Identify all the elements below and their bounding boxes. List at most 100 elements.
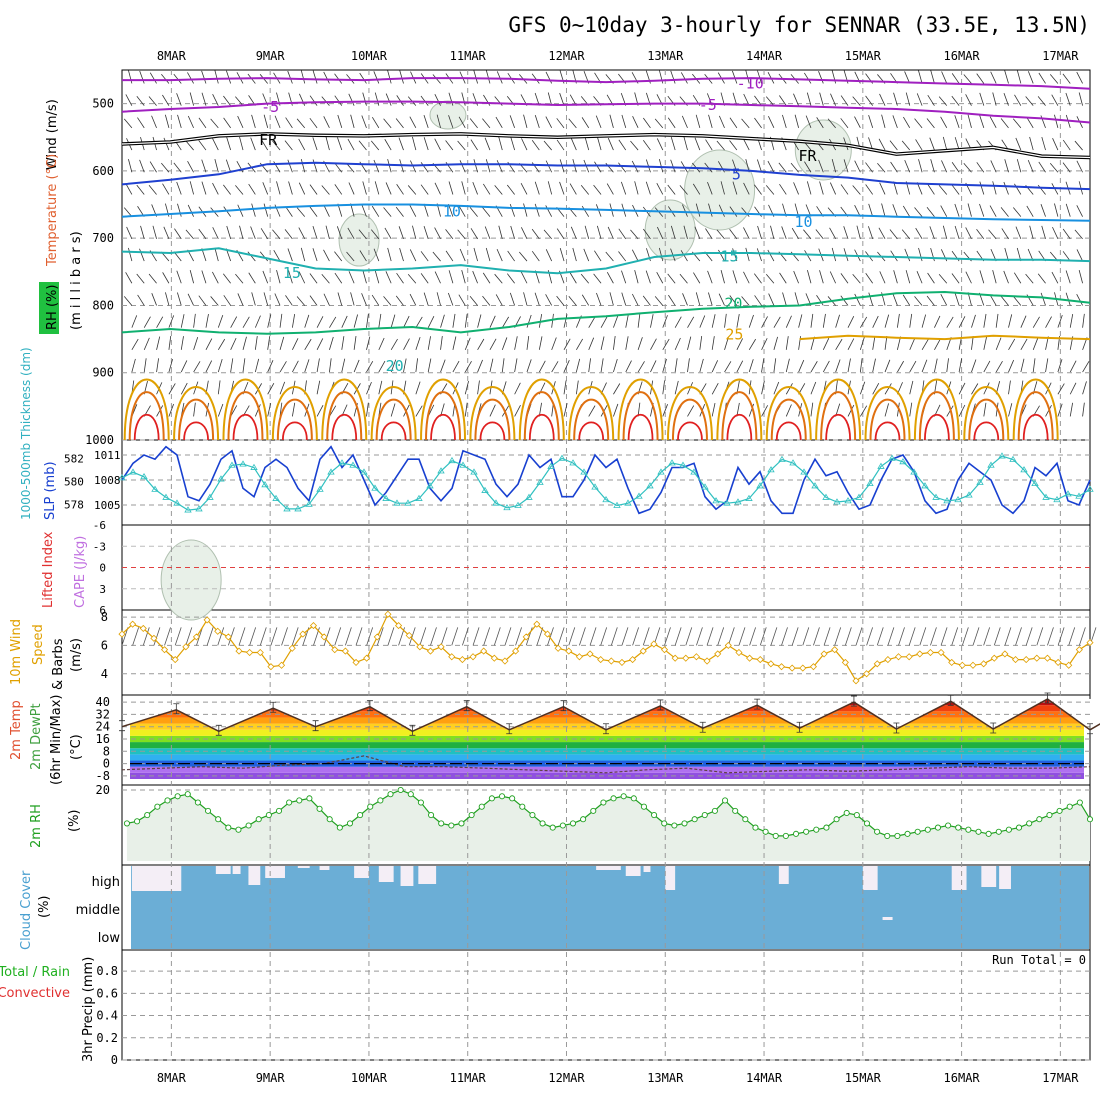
temp-minmax-bar — [699, 721, 706, 733]
rh-point — [468, 812, 475, 819]
wind-barb — [637, 337, 643, 350]
wind-barb — [1008, 338, 1016, 351]
wind-barb — [298, 138, 306, 151]
wind-barb — [674, 358, 678, 373]
wind-barb — [1052, 226, 1059, 240]
wind-barb — [865, 162, 874, 173]
surface-wind-barb — [749, 627, 756, 646]
wind-barb — [852, 273, 861, 284]
cloud-label-a: Cloud Cover — [19, 870, 34, 950]
wind-barb — [942, 136, 948, 151]
wind-barb — [576, 338, 584, 351]
wind-barb — [827, 118, 836, 129]
wind-barb — [534, 181, 540, 195]
wind-barb — [385, 93, 392, 106]
surface-wind-barb — [419, 627, 427, 646]
thickness-point — [745, 494, 753, 501]
slp-tick: 1011 — [94, 449, 121, 462]
wind-barb — [316, 405, 324, 417]
wind-barb — [254, 336, 258, 350]
wind-barb — [979, 92, 985, 106]
wind-barb — [958, 358, 963, 373]
wind-barb — [818, 71, 824, 84]
wind-barb — [979, 181, 985, 195]
rh-point — [448, 822, 455, 829]
wind-barb — [459, 160, 466, 173]
surface-wind-barb — [291, 627, 299, 646]
surface-wind-barb — [600, 627, 608, 646]
wind-barb — [1003, 181, 1009, 195]
wind-barb — [621, 270, 627, 284]
wind-barb — [403, 315, 410, 328]
wind-barb — [634, 181, 639, 195]
wind-barb — [1000, 295, 1009, 306]
wind-barb — [361, 204, 367, 217]
wind-speed-point — [224, 633, 232, 641]
wind-barb — [378, 380, 383, 395]
wind-barb — [748, 359, 754, 373]
surface-wind-barb — [951, 627, 959, 646]
wind-barb — [260, 139, 269, 151]
wind-barb — [951, 73, 960, 84]
surface-wind-barb — [685, 627, 693, 646]
wind-speed-point — [448, 653, 456, 661]
wind-barb — [868, 226, 874, 239]
wind-barb — [242, 336, 247, 350]
wind-barb — [399, 70, 404, 84]
cloud-label-b: (%) — [37, 896, 52, 919]
wind-barb — [1020, 315, 1027, 328]
wind-barb — [519, 251, 528, 262]
thickness-point — [800, 468, 808, 475]
wind-barb — [1037, 96, 1046, 106]
wind-barb — [896, 313, 900, 328]
thickness-point — [1009, 455, 1017, 462]
wind-barb — [782, 114, 787, 128]
surface-wind-barb — [898, 627, 905, 646]
temp-color-band — [130, 729, 1084, 736]
rh-point — [610, 795, 617, 802]
surface-wind-barb — [983, 627, 991, 646]
wind-speed-point — [256, 648, 264, 657]
wind-barb — [745, 70, 750, 84]
wind-barb — [139, 248, 145, 262]
wind-barb — [448, 115, 454, 128]
wind-barb — [248, 183, 256, 195]
thickness-point — [393, 499, 401, 506]
rh-point — [509, 795, 516, 802]
wind10m-label-c: & Barbs — [51, 638, 66, 690]
wind-speed-point — [129, 620, 137, 628]
thickness-point — [646, 482, 654, 489]
wind-speed-point — [469, 653, 477, 661]
wind-speed-point — [458, 656, 466, 664]
thickness-point — [635, 492, 643, 499]
cloud-gap — [319, 866, 330, 870]
wind-barb — [707, 181, 713, 195]
wind-barb — [507, 273, 515, 284]
surface-wind-barb — [621, 627, 629, 646]
rh-point — [367, 803, 374, 810]
wind-barb — [151, 115, 157, 129]
wind-barb — [951, 184, 960, 195]
wind-barb — [810, 313, 814, 328]
wind-speed-point — [958, 661, 966, 669]
wind-barb — [781, 226, 787, 239]
thickness-point — [1075, 492, 1083, 499]
wind-barb — [334, 251, 343, 262]
rh-point — [569, 820, 577, 827]
wind-barb — [572, 247, 577, 262]
wind-barb — [914, 118, 923, 129]
wind-barb — [791, 227, 799, 240]
surface-wind-barb — [504, 627, 512, 646]
precip-tick: 0.4 — [96, 1009, 118, 1023]
wind-barb — [815, 229, 824, 240]
wind-barb — [285, 206, 293, 217]
wind-speed-point — [373, 633, 381, 641]
wind-barb — [642, 117, 651, 129]
rh-point — [225, 824, 232, 831]
wind-barb — [123, 296, 133, 306]
wind-barb — [695, 203, 701, 217]
wind-barb — [872, 382, 880, 395]
temp-color-band — [130, 735, 1084, 743]
wind-barb — [217, 338, 226, 351]
wind-barb — [260, 228, 269, 240]
